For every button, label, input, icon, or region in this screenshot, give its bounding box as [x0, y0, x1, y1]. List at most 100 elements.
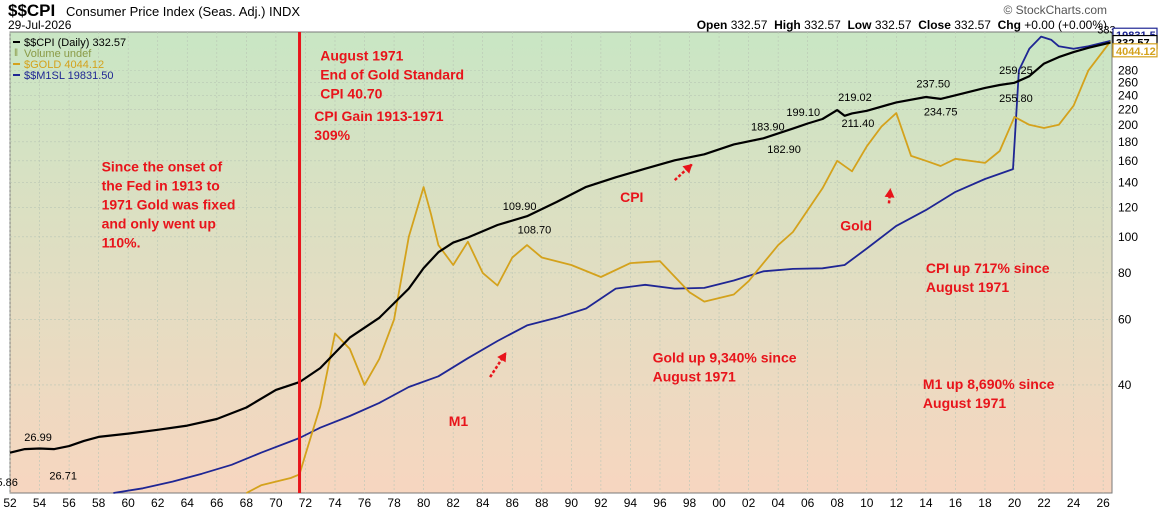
x-tick-label: 96	[653, 496, 667, 510]
legend-entry: $GOLD 4044.12	[24, 59, 104, 71]
x-tick-label: 60	[121, 496, 135, 510]
close-value: 332.57	[954, 18, 991, 32]
y-tick-label: 280	[1118, 63, 1138, 77]
close-label: Close	[918, 18, 951, 32]
y-tick-label: 220	[1118, 102, 1138, 116]
annotation-arrow-head	[497, 352, 507, 363]
chg-label: Chg	[997, 18, 1021, 32]
x-tick-label: 74	[328, 496, 342, 510]
x-tick-label: 56	[62, 496, 76, 510]
x-tick-label: 00	[712, 496, 726, 510]
chart-annotation: M1 up 8,690% since August 1971	[923, 376, 1055, 411]
high-label: High	[774, 18, 801, 32]
x-tick-label: 26	[1096, 496, 1110, 510]
volume-icon: ‖	[14, 48, 18, 59]
series-line-cpi	[9, 41, 1111, 454]
x-tick-label: 90	[565, 496, 579, 510]
legend-entry: $$CPI (Daily) 332.57	[24, 37, 126, 49]
x-tick-label: 76	[358, 496, 372, 510]
y-tick-label: 240	[1118, 88, 1138, 102]
annotation-line: August 1971	[653, 368, 736, 384]
x-tick-label: 70	[269, 496, 283, 510]
annotation-line: M1 up 8,690% since	[923, 376, 1055, 392]
annotation-line: M1	[449, 413, 469, 429]
last-value-label: 333	[1097, 24, 1115, 36]
data-label: 255.80	[999, 93, 1033, 105]
data-label: 26.71	[49, 470, 77, 482]
ohlc-readout: Open 332.57 High 332.57 Low 332.57 Close…	[697, 18, 1107, 32]
x-tick-label: 84	[476, 496, 490, 510]
annotation-line: and only went up	[102, 215, 216, 231]
chart-annotation: CPI	[620, 189, 643, 205]
x-tick-label: 18	[978, 496, 992, 510]
x-tick-label: 16	[949, 496, 963, 510]
annotation-line: 1971 Gold was fixed	[102, 196, 236, 212]
y-tick-label: 60	[1118, 312, 1132, 326]
annotation-line: End of Gold Standard	[320, 66, 464, 82]
series-line-m1sl	[113, 35, 1111, 494]
x-tick-label: 72	[299, 496, 313, 510]
annotation-line: CPI 40.70	[320, 85, 382, 101]
x-tick-label: 54	[33, 496, 47, 510]
annotation-line: 309%	[314, 127, 350, 143]
x-tick-label: 82	[446, 496, 460, 510]
y-tick-label: 80	[1118, 266, 1132, 280]
annotation-line: CPI up 717% since	[926, 260, 1050, 276]
x-tick-label: 68	[240, 496, 254, 510]
y-tick-label: 40	[1118, 378, 1132, 392]
high-value: 332.57	[804, 18, 841, 32]
annotation-line: the Fed in 1913 to	[102, 177, 220, 193]
annotation-line: Since the onset of	[102, 158, 223, 174]
legend-entry: $$M1SL 19831.50	[24, 70, 114, 82]
data-label: 259.25	[999, 65, 1033, 77]
annotation-line: August 1971	[926, 279, 1009, 295]
x-tick-label: 80	[417, 496, 431, 510]
low-label: Low	[847, 18, 872, 32]
open-label: Open	[696, 18, 728, 32]
annotation-line: August 1971	[923, 395, 1006, 411]
x-tick-label: 94	[624, 496, 638, 510]
x-tick-label: 12	[890, 496, 904, 510]
data-label: 237.50	[916, 78, 950, 90]
x-tick-label: 92	[594, 496, 608, 510]
low-value: 332.57	[874, 18, 912, 32]
x-tick-label: 98	[683, 496, 697, 510]
x-tick-label: 52	[3, 496, 17, 510]
annotation-line: Gold	[840, 217, 872, 233]
legend-entry: Volume undef	[24, 48, 92, 60]
data-label: 219.02	[838, 92, 872, 104]
annotation-arrow-head	[682, 163, 693, 174]
y-tick-label: 160	[1118, 154, 1138, 168]
chart-date: 29-Jul-2026	[8, 18, 72, 32]
x-tick-label: 64	[181, 496, 195, 510]
x-tick-label: 78	[387, 496, 401, 510]
last-value-flag	[1112, 43, 1158, 58]
x-tick-label: 04	[771, 496, 785, 510]
data-label: 199.10	[786, 107, 820, 119]
x-tick-label: 58	[92, 496, 106, 510]
x-tick-label: 08	[831, 496, 845, 510]
x-tick-label: 22	[1037, 496, 1051, 510]
x-tick-label: 06	[801, 496, 815, 510]
chg-value: +0.00 (+0.00%)	[1024, 18, 1107, 32]
annotation-line: Gold up 9,340% since	[653, 349, 797, 365]
annotation-line: CPI	[620, 189, 643, 205]
chart-annotation: Since the onset of the Fed in 1913 to 1971…	[102, 158, 236, 250]
y-tick-label: 140	[1118, 175, 1138, 189]
chart-header: $$CPI Consumer Price Index (Seas. Adj.) …	[0, 0, 1159, 32]
annotation-line: CPI Gain 1913-1971	[314, 108, 443, 124]
series-line-gold	[245, 40, 1112, 494]
x-tick-label: 20	[1008, 496, 1022, 510]
x-tick-label: 14	[919, 496, 933, 510]
chart-annotation: CPI up 717% since August 1971	[926, 260, 1050, 295]
y-tick-label: 180	[1118, 135, 1138, 149]
data-label: 182.90	[767, 144, 801, 156]
last-value-flag-text: 4044.12	[1116, 46, 1156, 58]
x-tick-label: 86	[506, 496, 520, 510]
ticker-symbol: $$CPI	[8, 1, 56, 20]
chart-annotation: M1	[449, 413, 469, 429]
x-tick-label: 24	[1067, 496, 1081, 510]
x-tick-label: 10	[860, 496, 874, 510]
x-tick-label: 88	[535, 496, 549, 510]
